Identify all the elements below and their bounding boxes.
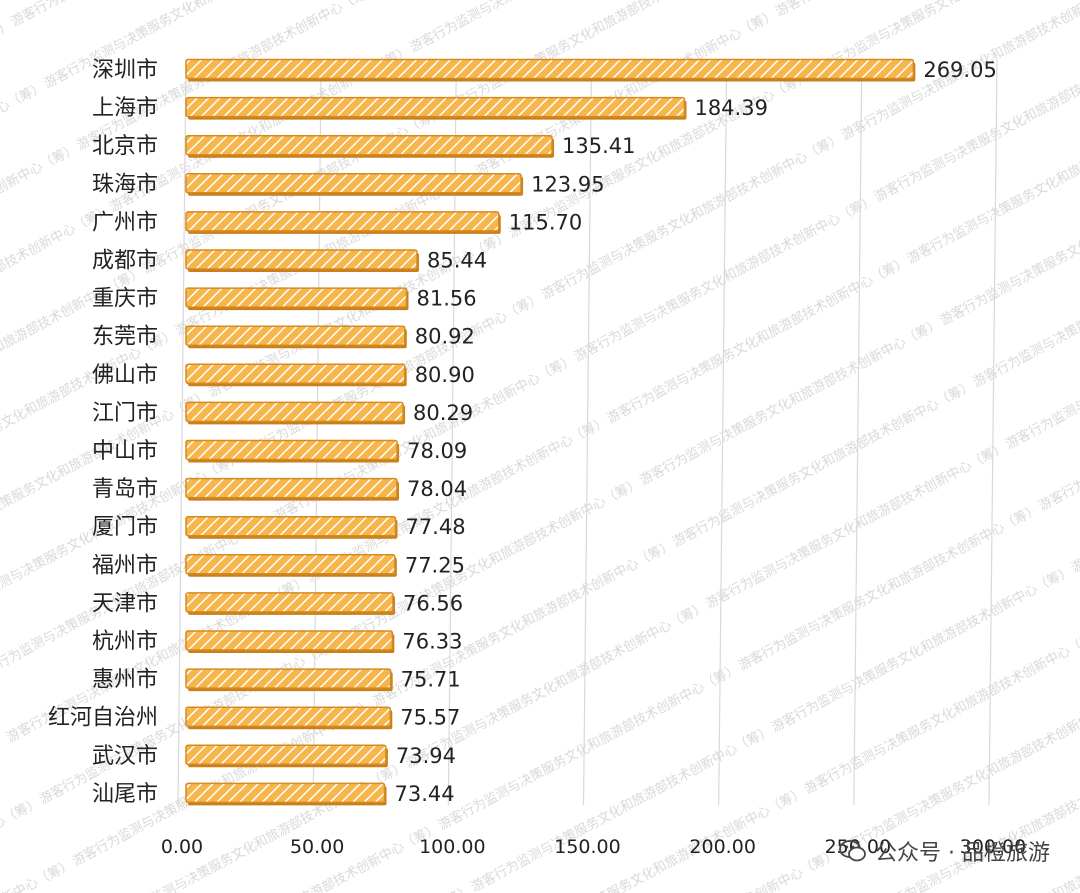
category-label: 天津市 xyxy=(92,591,158,616)
value-label: 115.70 xyxy=(509,210,582,234)
bar xyxy=(185,287,408,308)
bar xyxy=(185,173,522,194)
value-label: 85.44 xyxy=(427,249,487,273)
bars xyxy=(185,58,916,806)
bar xyxy=(185,668,392,689)
category-label: 上海市 xyxy=(92,96,158,121)
gridline xyxy=(177,59,187,806)
bar xyxy=(185,401,404,423)
x-tick-label: 100.00 xyxy=(419,836,485,858)
value-label: 81.56 xyxy=(416,287,476,311)
category-label: 重庆市 xyxy=(92,287,158,312)
category-label: 江门市 xyxy=(92,401,158,426)
category-label: 北京市 xyxy=(92,134,158,159)
gridline xyxy=(853,59,863,806)
bar xyxy=(185,706,392,727)
bar xyxy=(185,744,387,766)
bar xyxy=(185,554,396,575)
bar xyxy=(185,211,500,232)
value-label: 76.33 xyxy=(402,630,462,654)
x-tick-label: 300.00 xyxy=(960,836,1026,858)
bar xyxy=(185,592,394,613)
category-label: 武汉市 xyxy=(92,744,158,769)
value-label: 269.05 xyxy=(923,58,996,82)
category-label: 深圳市 xyxy=(92,58,158,83)
badge-text: 公众号 · 品橙旅游 xyxy=(875,841,1050,866)
value-label: 78.04 xyxy=(407,477,467,501)
category-label: 汕尾市 xyxy=(92,782,158,807)
bar xyxy=(185,325,406,346)
category-label: 青岛市 xyxy=(92,477,158,502)
bar xyxy=(185,515,397,537)
value-label: 80.29 xyxy=(413,401,473,425)
value-label: 75.57 xyxy=(400,706,460,730)
category-label: 成都市 xyxy=(92,249,158,274)
category-label: 广州市 xyxy=(92,210,158,235)
category-label: 惠州市 xyxy=(92,668,158,693)
value-label: 184.39 xyxy=(694,96,767,120)
labels: 深圳市 269.05 上海市 184.39 北京市 135.41 珠海市 123.95 广州市 1… xyxy=(48,58,997,807)
gridline xyxy=(582,59,593,806)
bar xyxy=(185,363,406,385)
bar xyxy=(185,439,398,461)
value-label: 78.09 xyxy=(407,439,467,463)
bar xyxy=(185,249,418,270)
wechat-badge: 公众号 · 品橙旅游 xyxy=(839,835,1050,867)
category-label: 中山市 xyxy=(92,439,158,464)
wechat-icon xyxy=(839,840,866,862)
value-label: 80.90 xyxy=(415,363,475,387)
x-tick-label: 150.00 xyxy=(554,836,620,858)
value-label: 75.71 xyxy=(401,668,461,692)
category-label: 佛山市 xyxy=(92,363,158,388)
value-label: 80.92 xyxy=(415,325,475,349)
bar xyxy=(185,630,394,651)
value-label: 73.94 xyxy=(396,744,456,768)
x-tick-label: 200.00 xyxy=(689,836,755,858)
bar xyxy=(185,96,686,118)
bar xyxy=(185,134,553,156)
value-label: 77.48 xyxy=(405,515,465,539)
gridline xyxy=(988,59,998,806)
value-label: 73.44 xyxy=(395,782,455,806)
category-label: 红河自治州 xyxy=(48,706,158,731)
value-label: 76.56 xyxy=(403,591,463,615)
value-label: 135.41 xyxy=(562,134,635,158)
category-label: 厦门市 xyxy=(92,515,158,540)
category-label: 珠海市 xyxy=(92,172,158,197)
bar xyxy=(185,58,915,80)
x-tick-label: 50.00 xyxy=(290,836,344,858)
gridline xyxy=(718,59,728,806)
bar xyxy=(185,782,386,804)
category-label: 福州市 xyxy=(92,553,158,578)
category-label: 东莞市 xyxy=(92,325,158,350)
x-tick-label: 0.00 xyxy=(161,836,203,858)
value-label: 77.25 xyxy=(405,553,465,577)
bar xyxy=(185,477,398,499)
value-label: 123.95 xyxy=(531,172,604,196)
category-label: 杭州市 xyxy=(92,630,158,655)
